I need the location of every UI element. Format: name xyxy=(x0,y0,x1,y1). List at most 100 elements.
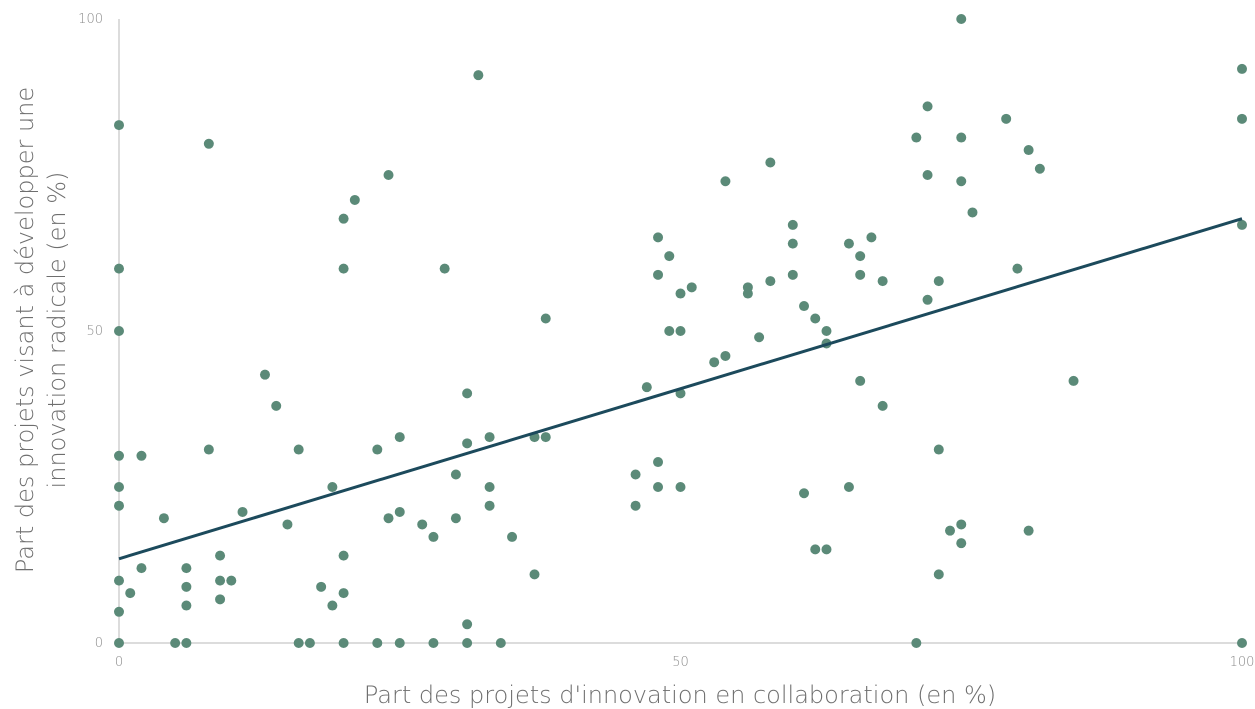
data-point xyxy=(676,289,686,299)
data-point xyxy=(799,488,809,498)
x-tick-label: 50 xyxy=(672,655,689,670)
data-point xyxy=(451,513,461,523)
data-point xyxy=(1012,264,1022,274)
data-point xyxy=(215,594,225,604)
data-point xyxy=(934,445,944,455)
data-point xyxy=(204,139,214,149)
data-point xyxy=(810,544,820,554)
data-point xyxy=(956,14,966,24)
data-point xyxy=(720,176,730,186)
data-point xyxy=(282,519,292,529)
data-point xyxy=(967,207,977,217)
data-point xyxy=(653,457,663,467)
trend-line xyxy=(119,219,1242,559)
data-point xyxy=(765,276,775,286)
data-point xyxy=(428,638,438,648)
data-point xyxy=(855,376,865,386)
data-point xyxy=(485,432,495,442)
data-point xyxy=(327,482,337,492)
data-point xyxy=(440,264,450,274)
data-point xyxy=(462,438,472,448)
data-point xyxy=(114,482,124,492)
data-point xyxy=(339,264,349,274)
data-point xyxy=(855,251,865,261)
data-point xyxy=(114,638,124,648)
data-point xyxy=(844,239,854,249)
data-point xyxy=(372,445,382,455)
data-point xyxy=(305,638,315,648)
data-point xyxy=(327,601,337,611)
x-tick-label: 100 xyxy=(1230,655,1255,670)
data-point xyxy=(956,176,966,186)
data-point xyxy=(1237,64,1247,74)
y-axis-title-line2: innovation radicale (en %) xyxy=(43,172,71,489)
data-point xyxy=(428,532,438,542)
data-point xyxy=(799,301,809,311)
data-point xyxy=(204,445,214,455)
data-point xyxy=(339,214,349,224)
y-tick-labels: 0 50 100 xyxy=(78,12,103,651)
data-point xyxy=(956,538,966,548)
data-point xyxy=(294,445,304,455)
data-point xyxy=(395,432,405,442)
data-point xyxy=(384,513,394,523)
data-point xyxy=(181,563,191,573)
data-point xyxy=(1024,526,1034,536)
data-point xyxy=(271,401,281,411)
data-point xyxy=(170,638,180,648)
data-point xyxy=(788,220,798,230)
data-point xyxy=(945,526,955,536)
data-point xyxy=(653,232,663,242)
data-point xyxy=(350,195,360,205)
data-point xyxy=(114,451,124,461)
data-point xyxy=(631,501,641,511)
data-point xyxy=(653,270,663,280)
data-point xyxy=(181,601,191,611)
data-point xyxy=(878,276,888,286)
data-point xyxy=(934,569,944,579)
data-point xyxy=(339,551,349,561)
data-point xyxy=(956,133,966,143)
data-point xyxy=(462,619,472,629)
data-point xyxy=(923,101,933,111)
data-point xyxy=(339,588,349,598)
y-tick-label: 50 xyxy=(86,324,103,339)
data-point xyxy=(395,638,405,648)
data-point xyxy=(1024,145,1034,155)
data-point xyxy=(238,507,248,517)
data-point xyxy=(687,282,697,292)
data-point xyxy=(260,370,270,380)
y-axis-title-line1: Part des projets visant à développer une xyxy=(11,87,39,573)
data-point xyxy=(911,638,921,648)
data-point xyxy=(1001,114,1011,124)
data-point xyxy=(485,501,495,511)
data-point xyxy=(676,326,686,336)
data-point xyxy=(294,638,304,648)
data-point xyxy=(765,158,775,168)
data-point xyxy=(215,576,225,586)
data-point xyxy=(664,251,674,261)
x-tick-labels: 0 50 100 xyxy=(115,655,1255,670)
data-point xyxy=(821,544,831,554)
data-point xyxy=(911,133,921,143)
data-point xyxy=(114,576,124,586)
data-point xyxy=(743,289,753,299)
data-point xyxy=(810,314,820,324)
data-point xyxy=(709,357,719,367)
data-point xyxy=(451,470,461,480)
data-point xyxy=(339,638,349,648)
data-point xyxy=(114,607,124,617)
data-point xyxy=(754,332,764,342)
data-point xyxy=(541,432,551,442)
data-point xyxy=(316,582,326,592)
data-point xyxy=(676,482,686,492)
data-point xyxy=(1237,638,1247,648)
data-point xyxy=(384,170,394,180)
data-point xyxy=(855,270,865,280)
data-point xyxy=(462,388,472,398)
data-point xyxy=(215,551,225,561)
data-point xyxy=(653,482,663,492)
x-tick-label: 0 xyxy=(115,655,123,670)
